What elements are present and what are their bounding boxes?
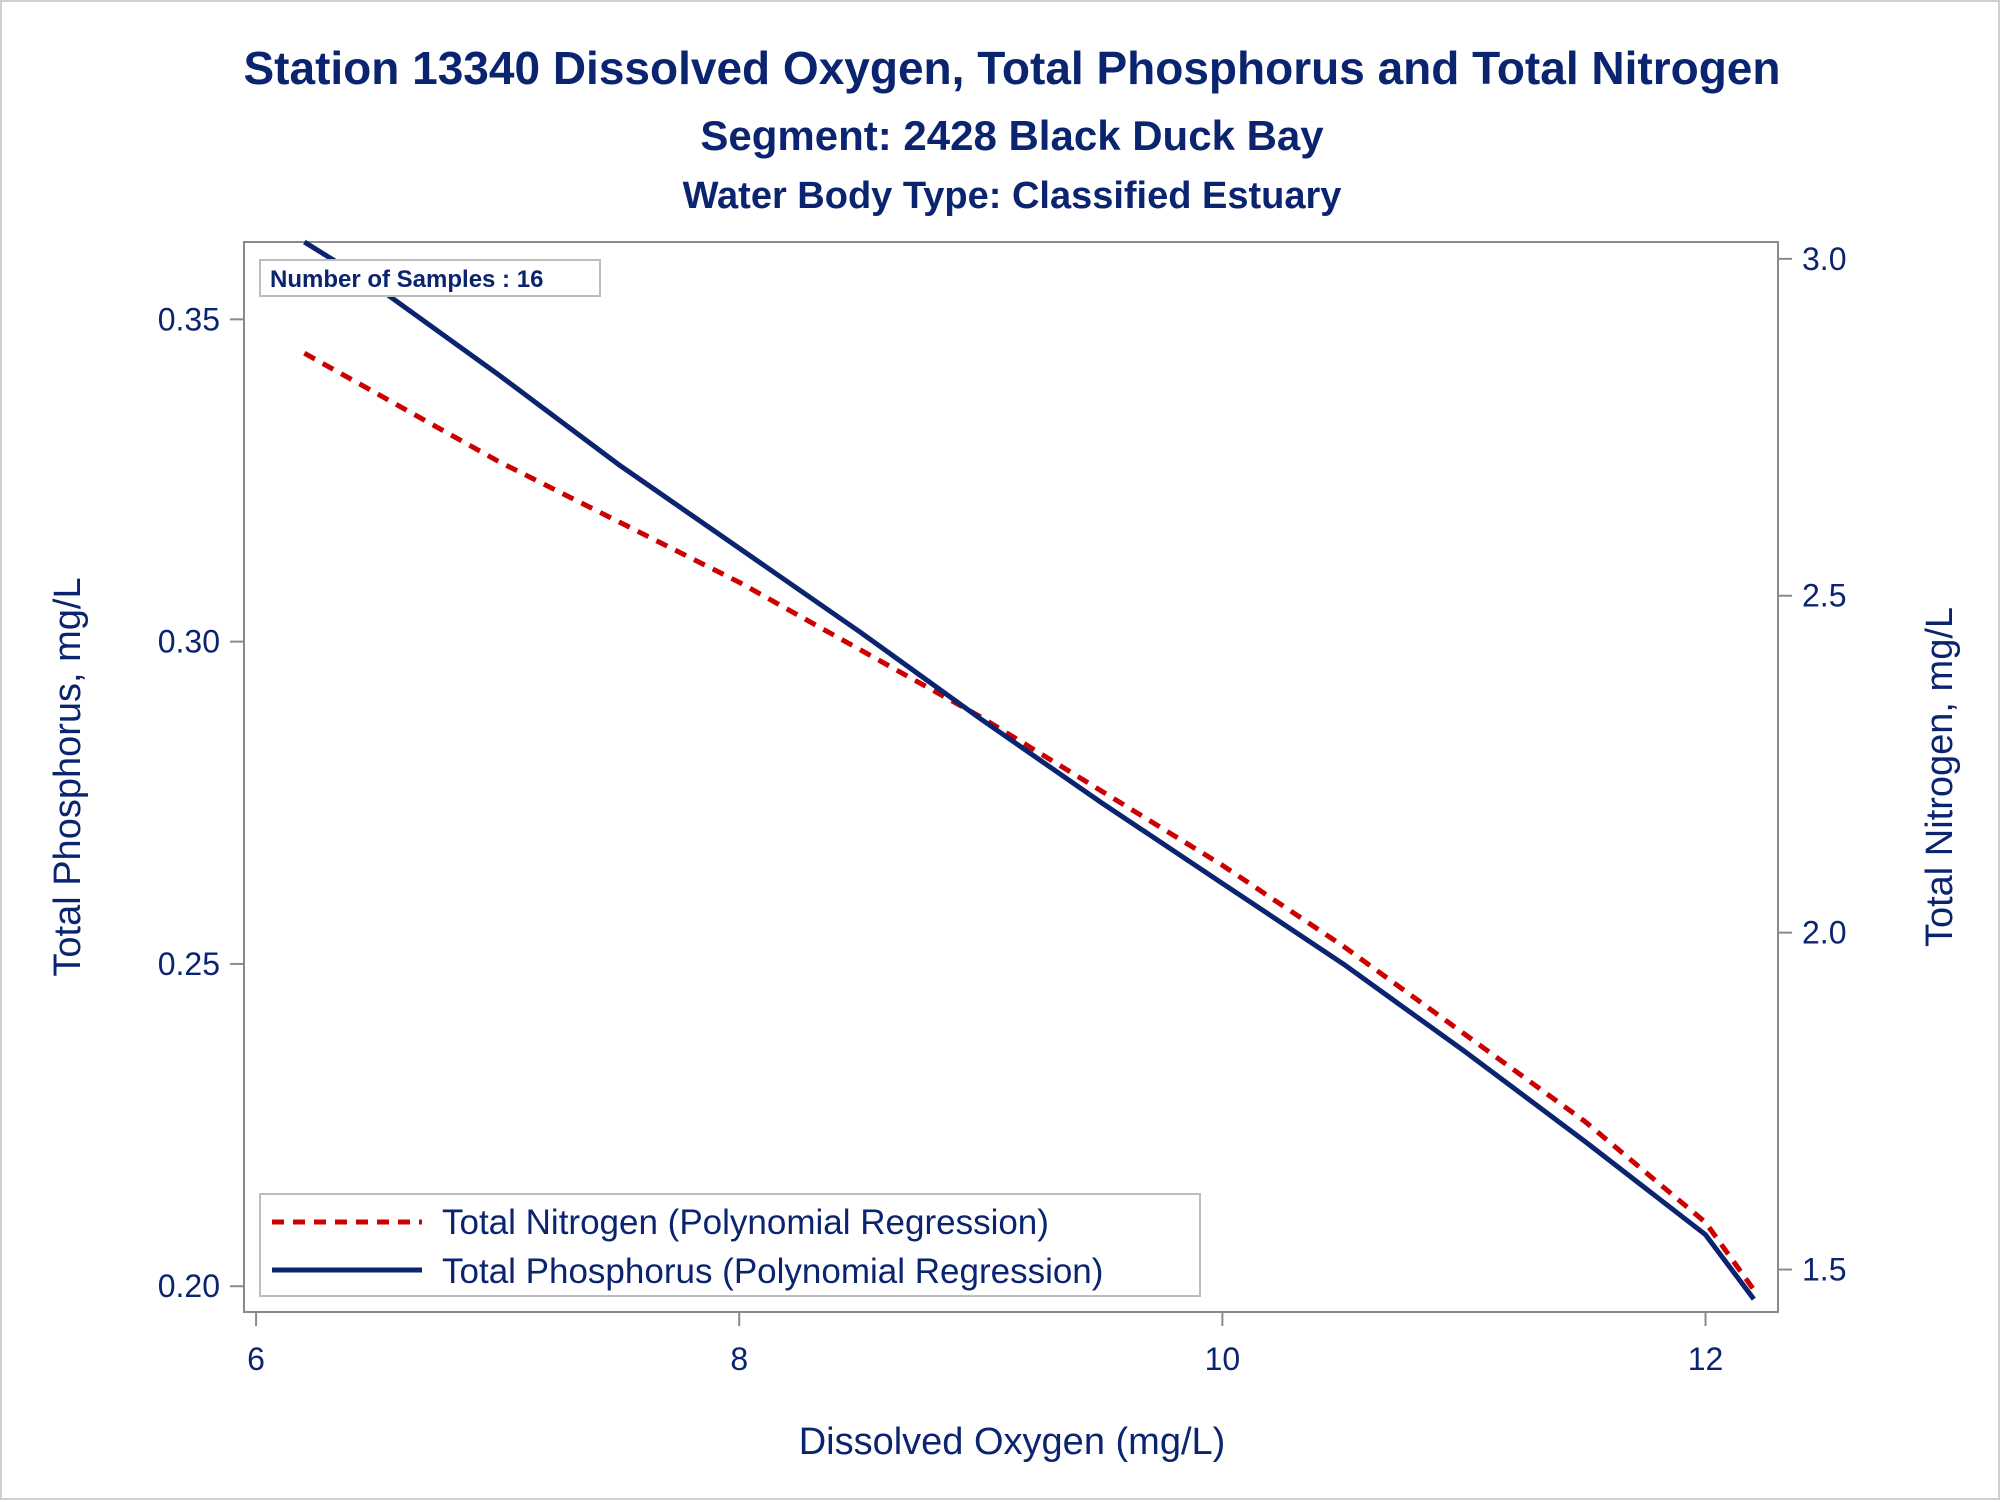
legend-box: [259, 1193, 1201, 1297]
legend-label-phosphorus: Total Phosphorus (Polynomial Regression): [442, 1252, 1103, 1291]
y-tick-label: 0.25: [158, 946, 220, 982]
series-line-total-phosphorus: [303, 239, 1756, 1301]
legend-label-nitrogen: Total Nitrogen (Polynomial Regression): [442, 1203, 1049, 1242]
chart-subtitle-segment: Segment: 2428 Black Duck Bay: [700, 112, 1324, 159]
x-tick-label: 6: [247, 1341, 265, 1377]
y-axis-left: 0.20 0.25 0.30 0.35: [158, 301, 244, 1304]
y-tick-label: 0.35: [158, 301, 220, 337]
chart-subtitle-waterbody: Water Body Type: Classified Estuary: [683, 175, 1342, 217]
x-tick-label: 8: [730, 1341, 748, 1377]
y2-tick-label: 2.5: [1802, 578, 1846, 614]
x-axis: 6 8 10 12: [247, 1312, 1723, 1377]
y2-tick-label: 2.0: [1802, 915, 1846, 951]
chart-title: Station 13340 Dissolved Oxygen, Total Ph…: [243, 42, 1780, 94]
series-layer: [303, 239, 1756, 1301]
samples-inset-box: [259, 259, 601, 297]
plot-area: [243, 241, 1779, 1313]
y-tick-label: 0.20: [158, 1268, 220, 1304]
x-tick-label: 12: [1688, 1341, 1724, 1377]
y2-tick-label: 3.0: [1802, 241, 1846, 277]
samples-inset-text: Number of Samples : 16: [270, 266, 543, 293]
y-axis-label: Total Phosphorus, mg/L: [47, 577, 89, 976]
y2-tick-label: 1.5: [1802, 1252, 1846, 1288]
series-line-total-nitrogen: [303, 351, 1756, 1292]
x-tick-label: 10: [1205, 1341, 1241, 1377]
y2-axis-label: Total Nitrogen, mg/L: [1919, 607, 1961, 947]
legend: Total Nitrogen (Polynomial Regression) T…: [259, 1193, 1201, 1297]
y-axis-right: 1.5 2.0 2.5 3.0: [1778, 241, 1846, 1288]
x-axis-label: Dissolved Oxygen (mg/L): [799, 1421, 1226, 1463]
y-tick-label: 0.30: [158, 624, 220, 660]
